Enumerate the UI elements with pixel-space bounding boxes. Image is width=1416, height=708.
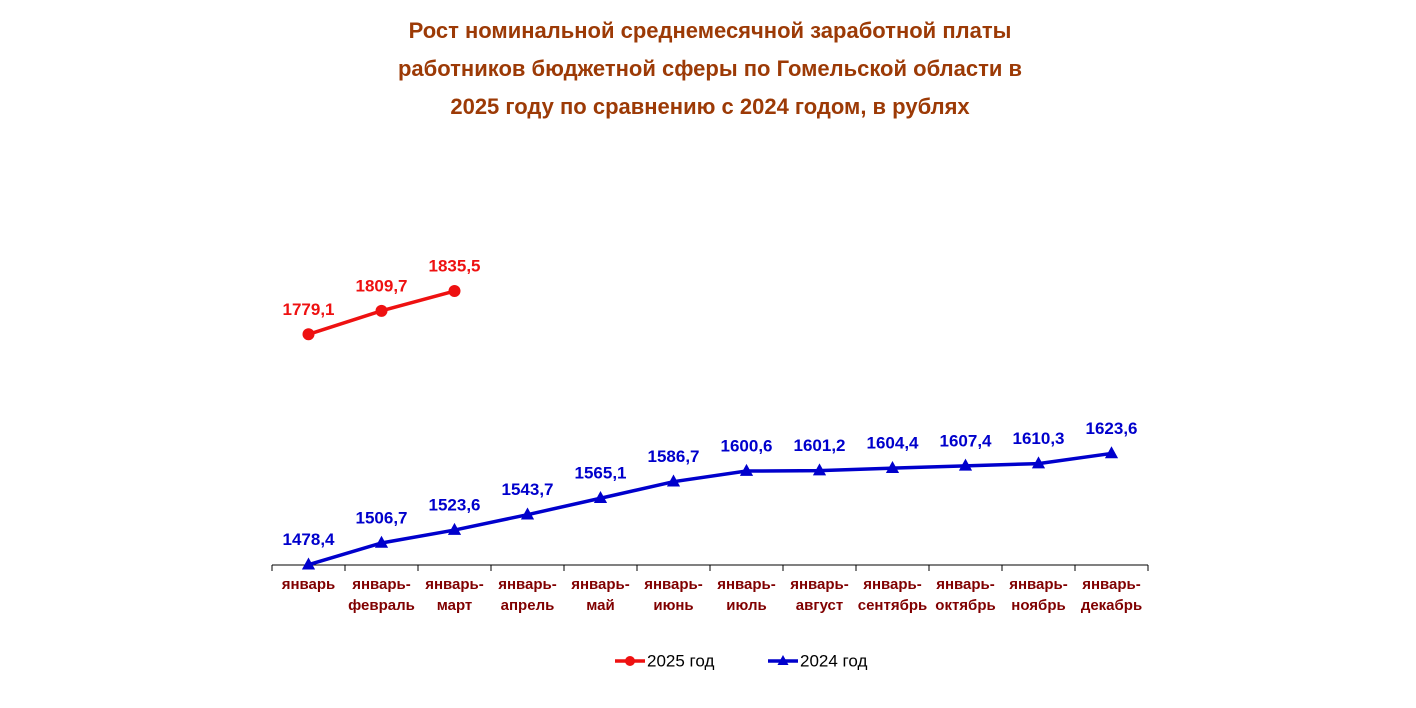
data-point	[593, 491, 608, 504]
data-label: 1586,7	[648, 447, 700, 466]
x-tick-label: январь-июнь	[644, 576, 703, 614]
data-label: 1565,1	[575, 464, 627, 483]
data-label: 1809,7	[356, 276, 408, 295]
legend-label: 2025 год	[647, 651, 714, 670]
data-label: 1835,5	[429, 257, 481, 276]
x-tick-label: январь-октябрь	[935, 576, 995, 614]
x-tick-label: январь-февраль	[348, 576, 415, 614]
data-point	[447, 522, 462, 535]
data-point	[375, 304, 388, 317]
data-point	[666, 474, 681, 487]
data-label: 1506,7	[356, 508, 408, 527]
data-point	[301, 557, 316, 570]
x-tick-label: январь	[282, 576, 336, 593]
legend-marker	[777, 655, 789, 665]
data-label: 1543,7	[502, 480, 554, 499]
data-label: 1610,3	[1013, 429, 1065, 448]
x-tick-label: январь-сентябрь	[858, 576, 928, 614]
data-point	[812, 463, 827, 476]
x-tick-label: январь-июль	[717, 576, 776, 614]
x-tick-label: январь-декабрь	[1081, 576, 1142, 614]
data-point	[885, 460, 900, 473]
data-label: 1623,6	[1086, 419, 1138, 438]
x-tick-label: январь-август	[790, 576, 849, 614]
data-point	[520, 507, 535, 520]
data-label: 1607,4	[940, 431, 993, 450]
data-point	[1031, 456, 1046, 469]
x-tick-label: январь-апрель	[498, 576, 557, 614]
x-tick-label: январь-ноябрь	[1009, 576, 1068, 614]
x-tick-label: январь-май	[571, 576, 630, 614]
data-label: 1523,6	[429, 496, 481, 515]
data-label: 1478,4	[283, 530, 336, 549]
legend-label: 2024 год	[800, 651, 867, 670]
series-line	[308, 451, 1112, 567]
data-label: 1600,6	[721, 437, 773, 456]
data-point	[958, 458, 973, 471]
data-label: 1604,4	[867, 434, 920, 453]
data-label: 1601,2	[794, 436, 846, 455]
data-point	[302, 328, 315, 341]
data-point	[374, 535, 389, 548]
data-point	[739, 463, 754, 476]
data-label: 1779,1	[283, 300, 335, 319]
legend-marker	[625, 656, 635, 666]
data-point	[1104, 446, 1119, 459]
data-point	[448, 285, 461, 298]
x-tick-label: январь-март	[425, 576, 484, 614]
chart-title: Рост номинальной среднемесячной заработн…	[398, 18, 1022, 119]
